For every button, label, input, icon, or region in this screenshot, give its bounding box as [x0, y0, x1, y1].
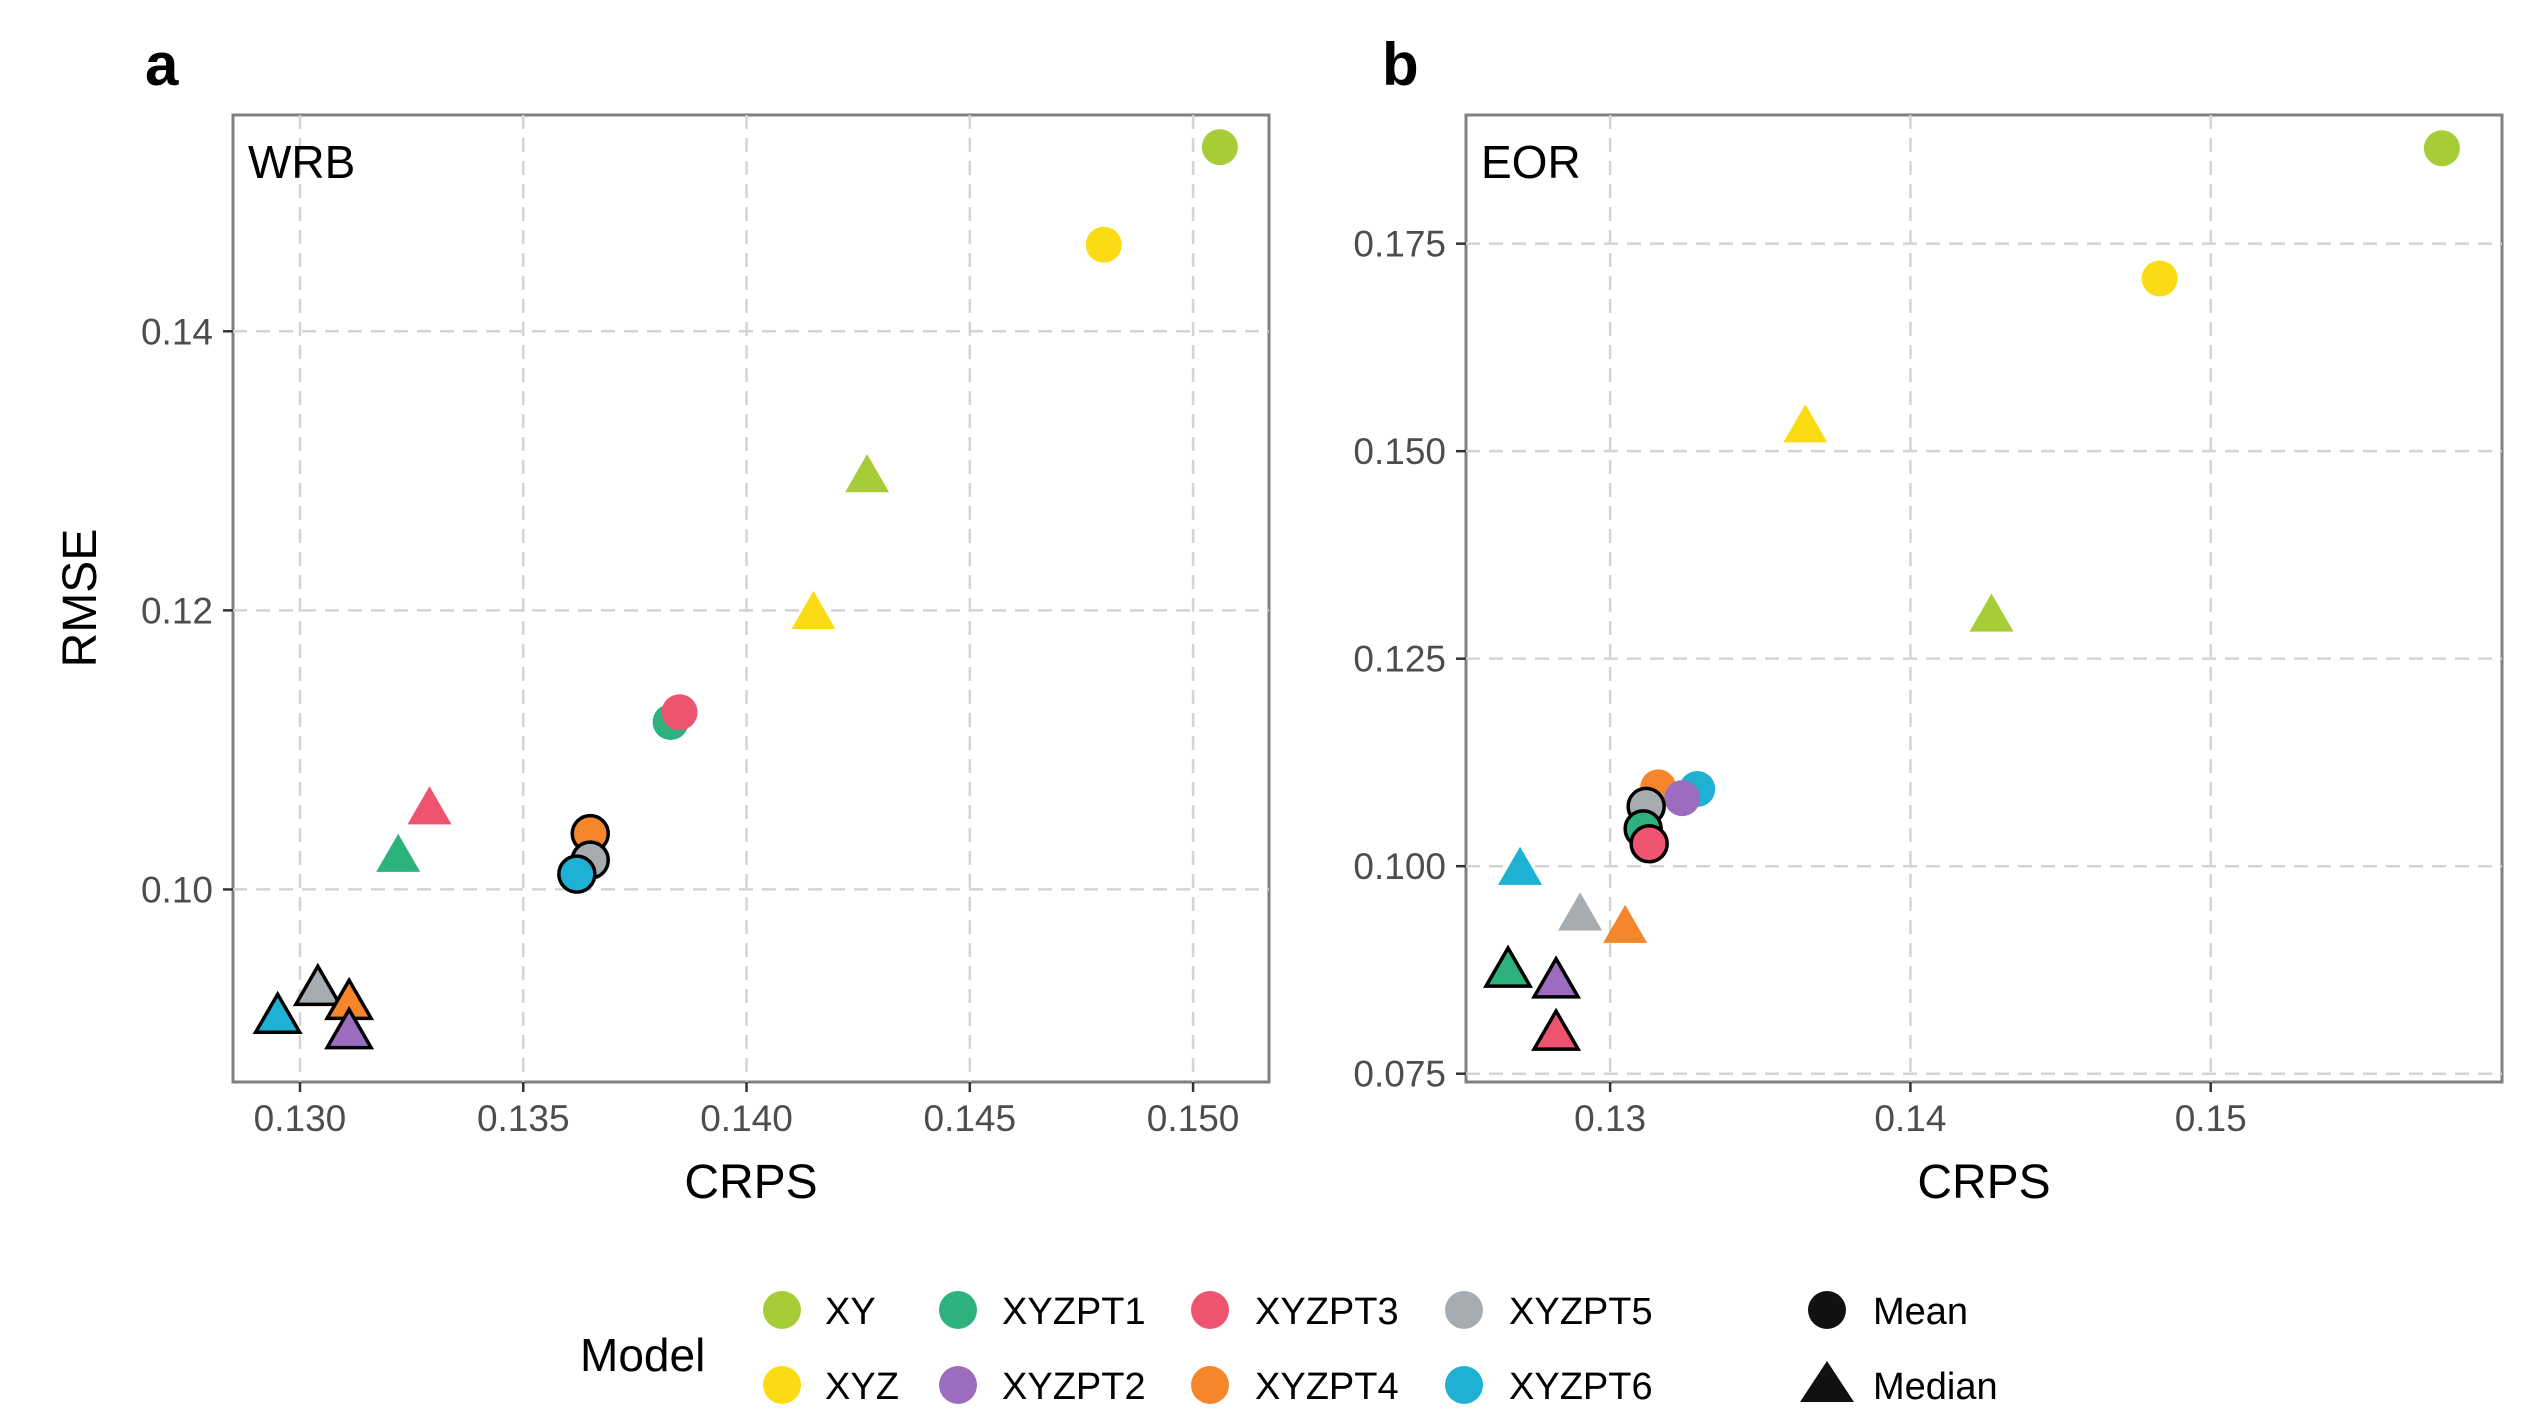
- y-tick-label-eor: 0.075: [1353, 1054, 1446, 1095]
- x-tick-label-wrb: 0.145: [924, 1098, 1017, 1139]
- legend-swatch-xyzpt5: [1445, 1291, 1483, 1329]
- x-axis-ticks-eor: 0.13 0.14 0.15: [1574, 1082, 2247, 1139]
- plot-area-eor: [1464, 113, 2504, 1084]
- legend-swatch-xy: [763, 1291, 801, 1329]
- panel-eor: b 0.13 0.14 0.15 0.075 0.100 0.125 0.150 0.175…: [1353, 31, 2504, 1209]
- x-tick-label-wrb: 0.130: [254, 1098, 347, 1139]
- point-xyz-mean-eor: [2141, 260, 2178, 297]
- panel-letter-b: b: [1382, 31, 1419, 98]
- point-xyzpt5-median-wrb: [292, 962, 343, 1007]
- legend-label-xyzpt5: XYZPT5: [1509, 1291, 1653, 1333]
- legend-label-xyzpt4: XYZPT4: [1255, 1366, 1399, 1408]
- point-xy-mean-eor: [2423, 130, 2460, 167]
- y-tick-label-wrb: 0.14: [141, 311, 213, 352]
- point-xyz-median-eor: [1783, 404, 1828, 443]
- point-xyzpt2-median-wrb: [324, 1006, 375, 1050]
- x-tick-label-eor: 0.15: [2175, 1098, 2247, 1139]
- x-tick-label-eor: 0.13: [1574, 1098, 1646, 1139]
- panel-letter-a: a: [145, 31, 179, 98]
- legend-label-median: Median: [1873, 1366, 1998, 1408]
- point-xyzpt4-median-eor: [1603, 904, 1648, 943]
- y-tick-label-eor: 0.175: [1353, 224, 1446, 265]
- legend-label-xyz: XYZ: [825, 1366, 899, 1408]
- legend-label-mean: Mean: [1873, 1291, 1968, 1333]
- x-tick-label-wrb: 0.135: [477, 1098, 570, 1139]
- point-xyzpt3-mean-wrb: [661, 694, 698, 731]
- points-wrb: [252, 129, 1238, 1050]
- point-xyzpt3-median-eor: [1531, 1007, 1582, 1051]
- legend-label-xy: XY: [825, 1291, 876, 1333]
- point-xyzpt6-mean-wrb: [557, 854, 597, 894]
- legend-swatch-xyzpt6: [1445, 1366, 1483, 1404]
- legend: Model XY XYZ XYZPT1 XYZPT2 XYZPT3 XYZPT4 XYZPT…: [580, 1291, 1998, 1408]
- x-tick-label-eor: 0.14: [1874, 1098, 1946, 1139]
- legend-label-xyzpt3: XYZPT3: [1255, 1291, 1399, 1333]
- point-xy-mean-wrb: [1201, 129, 1238, 166]
- legend-swatch-xyz: [763, 1366, 801, 1404]
- grid-eor: [1466, 115, 2502, 1082]
- point-xyzpt6-median-wrb: [252, 990, 303, 1035]
- legend-swatch-xyzpt4: [1191, 1366, 1229, 1404]
- legend-swatch-mean: [1808, 1291, 1846, 1329]
- point-xy-median-eor: [1969, 593, 2014, 632]
- point-xyzpt6-median-eor: [1498, 846, 1543, 885]
- y-axis-ticks-wrb: 0.10 0.12 0.14: [141, 311, 233, 910]
- point-xyzpt3-mean-eor: [1629, 824, 1669, 864]
- x-tick-label-wrb: 0.150: [1147, 1098, 1240, 1139]
- x-axis-title-wrb: CRPS: [684, 1156, 817, 1209]
- panel-tag-wrb: WRB: [248, 136, 355, 188]
- point-xyz-mean-wrb: [1085, 226, 1122, 263]
- point-xyzpt3-median-wrb: [407, 786, 452, 825]
- legend-label-xyzpt1: XYZPT1: [1002, 1291, 1146, 1333]
- y-tick-label-eor: 0.150: [1353, 431, 1446, 472]
- legend-stats: Mean Median: [1800, 1291, 1998, 1408]
- legend-swatch-xyzpt1: [939, 1291, 977, 1329]
- y-tick-label-wrb: 0.10: [141, 869, 213, 910]
- panel-tag-eor: EOR: [1481, 136, 1581, 188]
- point-xyzpt2-median-eor: [1531, 955, 1582, 999]
- panel-wrb: a 0.130 0.135 0.140 0.145 0.150 0.10 0.12 0.14…: [54, 31, 1271, 1209]
- y-tick-label-eor: 0.100: [1353, 846, 1446, 887]
- point-xyzpt1-median-wrb: [376, 833, 421, 872]
- y-axis-ticks-eor: 0.075 0.100 0.125 0.150 0.175: [1353, 224, 1466, 1095]
- x-axis-ticks-wrb: 0.130 0.135 0.140 0.145 0.150: [254, 1082, 1240, 1139]
- plot-area-wrb: [231, 113, 1271, 1084]
- point-xyzpt2-mean-eor: [1664, 780, 1701, 817]
- legend-label-xyzpt6: XYZPT6: [1509, 1366, 1653, 1408]
- point-xyzpt1-median-eor: [1483, 944, 1534, 988]
- x-tick-label-wrb: 0.140: [700, 1098, 793, 1139]
- point-xy-median-wrb: [845, 454, 890, 493]
- grid-wrb: [233, 115, 1269, 1082]
- point-xyzpt5-median-eor: [1558, 892, 1603, 931]
- y-tick-label-wrb: 0.12: [141, 590, 213, 631]
- y-tick-label-eor: 0.125: [1353, 639, 1446, 680]
- point-xyz-median-wrb: [791, 590, 836, 630]
- points-eor: [1483, 130, 2460, 1051]
- x-axis-title-eor: CRPS: [1917, 1156, 2050, 1209]
- legend-swatch-median: [1800, 1361, 1854, 1402]
- legend-label-xyzpt2: XYZPT2: [1002, 1366, 1146, 1408]
- legend-swatch-xyzpt3: [1191, 1291, 1229, 1329]
- legend-models: XY XYZ XYZPT1 XYZPT2 XYZPT3 XYZPT4 XYZPT5 XYZPT…: [763, 1291, 1653, 1408]
- legend-title: Model: [580, 1329, 705, 1381]
- y-axis-title-wrb: RMSE: [54, 529, 107, 668]
- legend-swatch-xyzpt2: [939, 1366, 977, 1404]
